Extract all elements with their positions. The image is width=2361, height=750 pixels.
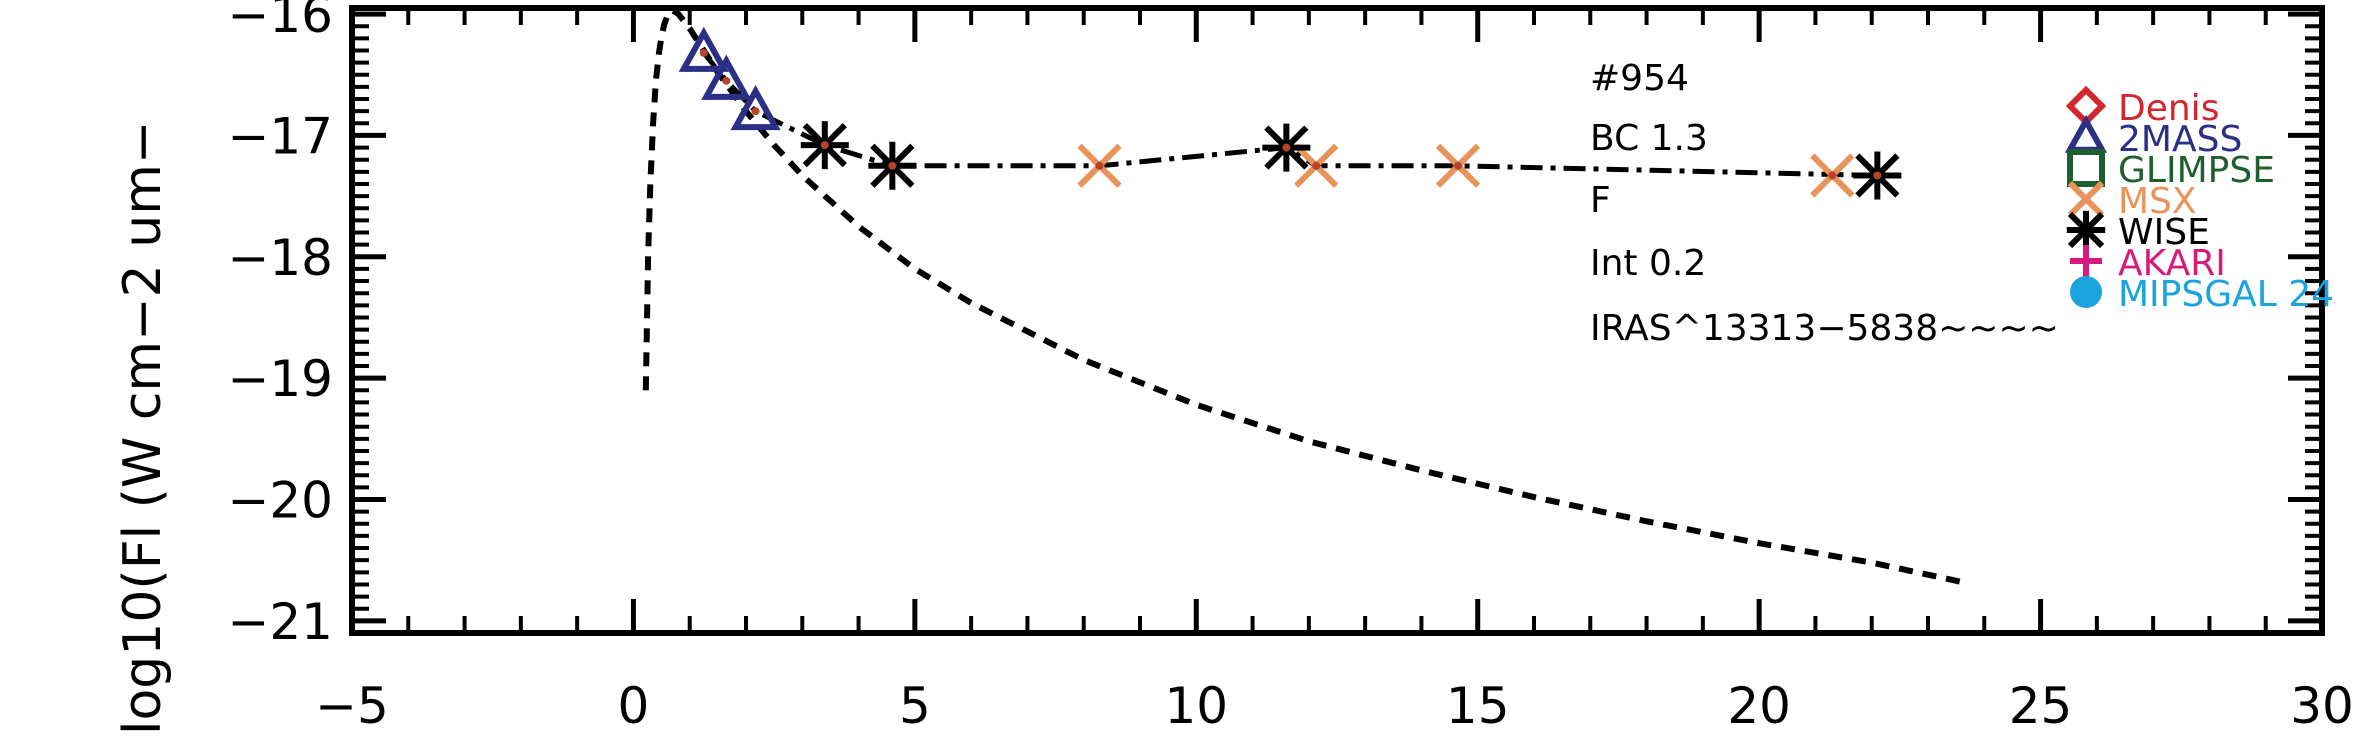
legend-plus-icon — [2070, 245, 2102, 277]
legend-triangle-icon — [2064, 114, 2108, 153]
annotation-int: Int 0.2 — [1590, 243, 1706, 284]
x-tick-labels: −5 0 5 10 15 20 25 30 — [315, 677, 2354, 735]
y-tick-label: −17 — [227, 107, 333, 165]
annotation-bc: BC 1.3 — [1590, 118, 1708, 159]
plot-frame — [349, 5, 2325, 636]
legend-label: 2MASS — [2118, 119, 2242, 160]
model-point — [1873, 171, 1882, 180]
x-tick-label: 10 — [1164, 677, 1228, 735]
legend-circle-icon — [2070, 276, 2102, 308]
model-point — [751, 107, 760, 116]
x-tick-label: 30 — [2290, 677, 2354, 735]
model-point — [1454, 161, 1463, 170]
model-point — [820, 141, 829, 150]
y-tick-label: −16 — [227, 0, 333, 44]
y-tick-labels: −21 −20 −19 −18 −17 −16 — [227, 0, 333, 651]
legend-square-icon — [2067, 149, 2105, 187]
model-point — [699, 48, 708, 57]
y-tick-label: −18 — [227, 229, 333, 287]
model-point — [1312, 161, 1321, 170]
x-tick-label: 5 — [899, 677, 931, 735]
y-tick-label: −20 — [227, 472, 333, 530]
data-markers — [678, 26, 1902, 200]
x-tick-label: 0 — [618, 677, 650, 735]
x-tick-label: 25 — [2009, 677, 2073, 735]
x-tick-label: 15 — [1446, 677, 1510, 735]
annotation-flag: F — [1590, 180, 1611, 221]
annotation-block: #954 BC 1.3 F Int 0.2 IRAS^13313−5838~~~… — [1590, 58, 2059, 349]
legend-label: WISE — [2118, 212, 2210, 253]
2mass-marker — [701, 54, 752, 100]
annotation-source: IRAS^13313−5838~~~~ — [1590, 308, 2059, 349]
legend-x-icon — [2067, 180, 2105, 218]
x-tick-label: 20 — [1727, 677, 1791, 735]
legend-label: MIPSGAL 24 — [2118, 274, 2334, 315]
2mass-marker — [730, 84, 781, 131]
y-axis-label: log10(Fl (W cm−2 um− — [113, 121, 173, 735]
model-point — [1828, 171, 1837, 180]
legend-label: GLIMPSE — [2118, 150, 2275, 191]
x-tick-label: −5 — [315, 677, 389, 735]
y-tick-label: −21 — [227, 593, 333, 651]
blackbody-dashed-curve — [642, 6, 1963, 585]
legend-label: Denis — [2118, 88, 2219, 129]
y-tick-label: −19 — [227, 350, 333, 408]
model-point — [1095, 161, 1104, 170]
annotation-id: #954 — [1590, 58, 1689, 99]
2mass-marker — [678, 26, 729, 72]
legend-asterisk-icon — [2066, 210, 2106, 250]
model-point — [888, 161, 897, 170]
legend-label: AKARI — [2118, 243, 2226, 284]
model-point — [722, 76, 731, 85]
legend-label: MSX — [2118, 181, 2197, 222]
model-point — [1282, 143, 1291, 152]
